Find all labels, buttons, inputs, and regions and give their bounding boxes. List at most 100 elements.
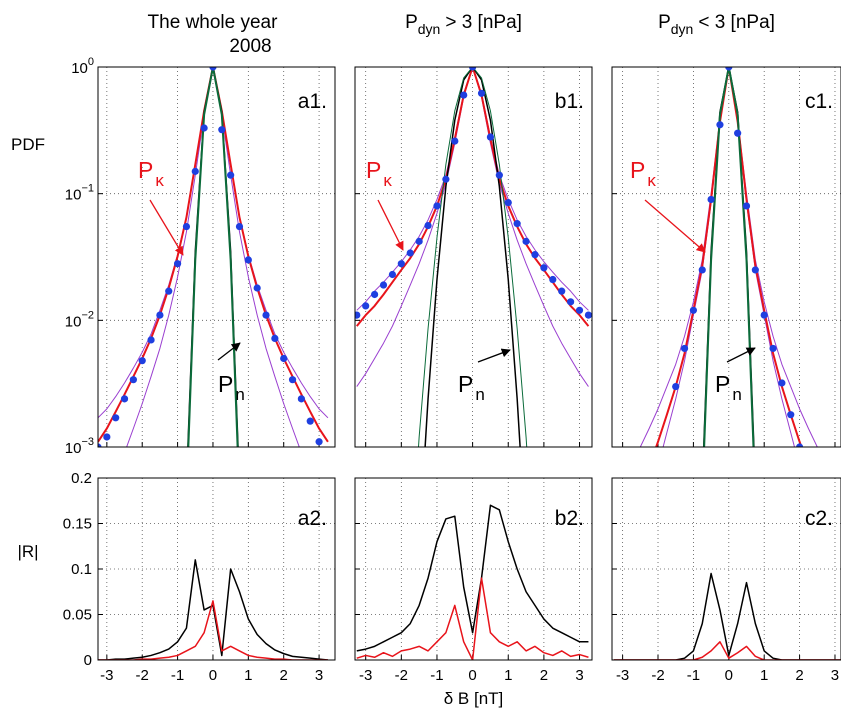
x-tick-label: -3 [616,667,629,684]
data-point [451,137,459,145]
series-line [98,67,329,443]
chart-title: The whole year [148,12,279,33]
data-point [433,202,441,210]
data-point [297,395,305,403]
data-point [191,167,199,175]
plot-area [612,67,841,447]
x-tick-label: -2 [651,667,664,684]
data-point [280,354,288,363]
data-point [442,175,450,183]
x-tick-label: 0 [209,667,217,684]
x-tick-label: 0 [468,667,476,684]
plot-frame [97,66,336,448]
data-point [388,270,397,279]
series-line [424,67,521,447]
annotation-text: P [366,157,381,183]
data-point [397,260,405,268]
data-point [262,311,270,319]
title-text: The whole year [148,12,279,33]
data-point [795,443,804,447]
y-tick-label: 0.2 [71,470,92,487]
data-point [415,237,423,245]
panel-label: b1. [555,90,584,113]
panel-label: a1. [298,90,327,113]
x-tick-label: -3 [100,667,113,684]
data-point [495,171,503,179]
tick-exponent: −2 [81,309,94,321]
data-point [751,266,759,274]
x-tick-label: 3 [575,667,583,684]
data-point [469,67,477,71]
x-tick-label: -1 [687,667,700,684]
annotation-arrow [217,342,241,361]
series-line [613,641,841,660]
panel-label: c2. [805,507,833,530]
data-point [147,336,155,344]
annotation-sub: κ [155,171,164,190]
annotation-sub: n [475,385,484,404]
plot-area [355,478,592,660]
series-line [126,67,300,447]
series-line [417,67,528,447]
annotation-text: P [630,157,645,183]
tick-base: 10 [71,60,88,77]
chart-title-line2: 2008 [229,36,271,57]
y-tick-label: 0 [84,652,92,669]
annotation-sub: n [235,385,244,404]
data-point [540,264,548,272]
series-line [98,67,329,419]
y-tick-label: 10−3 [65,436,94,457]
data-point [173,260,182,268]
y-tick-label: 100 [71,56,94,77]
annotation-text: P [458,371,473,397]
tick-base: 10 [65,440,82,457]
tick-exponent: −1 [81,183,94,195]
x-tick-label: 2 [280,667,288,684]
data-point [787,411,795,419]
annotation-arrow [644,199,706,253]
data-point [504,199,512,207]
data-point [680,344,689,353]
data-point [698,266,706,274]
plot-frame [354,477,593,661]
data-point [138,357,146,365]
data-point [362,302,370,310]
data-point [477,89,486,97]
plot-frame [611,477,841,661]
data-point [778,379,786,387]
panel-label: b2. [555,507,584,530]
data-point [575,306,584,314]
data-point [716,121,724,129]
data-point [315,438,323,446]
annotation-sub: κ [647,171,656,190]
data-point [253,284,261,292]
annotation-arrow [726,347,756,363]
data-point [513,220,521,228]
data-point [288,376,297,384]
data-point [209,67,217,71]
x-tick-label: -1 [430,667,443,684]
data-point [689,306,698,314]
data-point [271,334,279,343]
tick-base: 10 [65,313,82,330]
x-tick-label: 2 [795,667,803,684]
data-point [355,311,361,319]
plot-frame [611,66,841,448]
data-point [98,443,102,447]
y-axis-label: |R| [17,542,38,561]
annotation-arrow [377,199,404,251]
tick-exponent: 0 [88,56,94,68]
title-rest: > 3 [nPa] [445,12,522,33]
plot-area [612,478,841,660]
data-point [218,126,226,134]
data-point [486,133,495,141]
data-point [120,395,129,403]
series-line [639,67,818,447]
y-tick-label: 0.05 [63,607,92,624]
data-point [165,287,173,295]
series-line [356,67,589,311]
series-group [355,67,592,447]
